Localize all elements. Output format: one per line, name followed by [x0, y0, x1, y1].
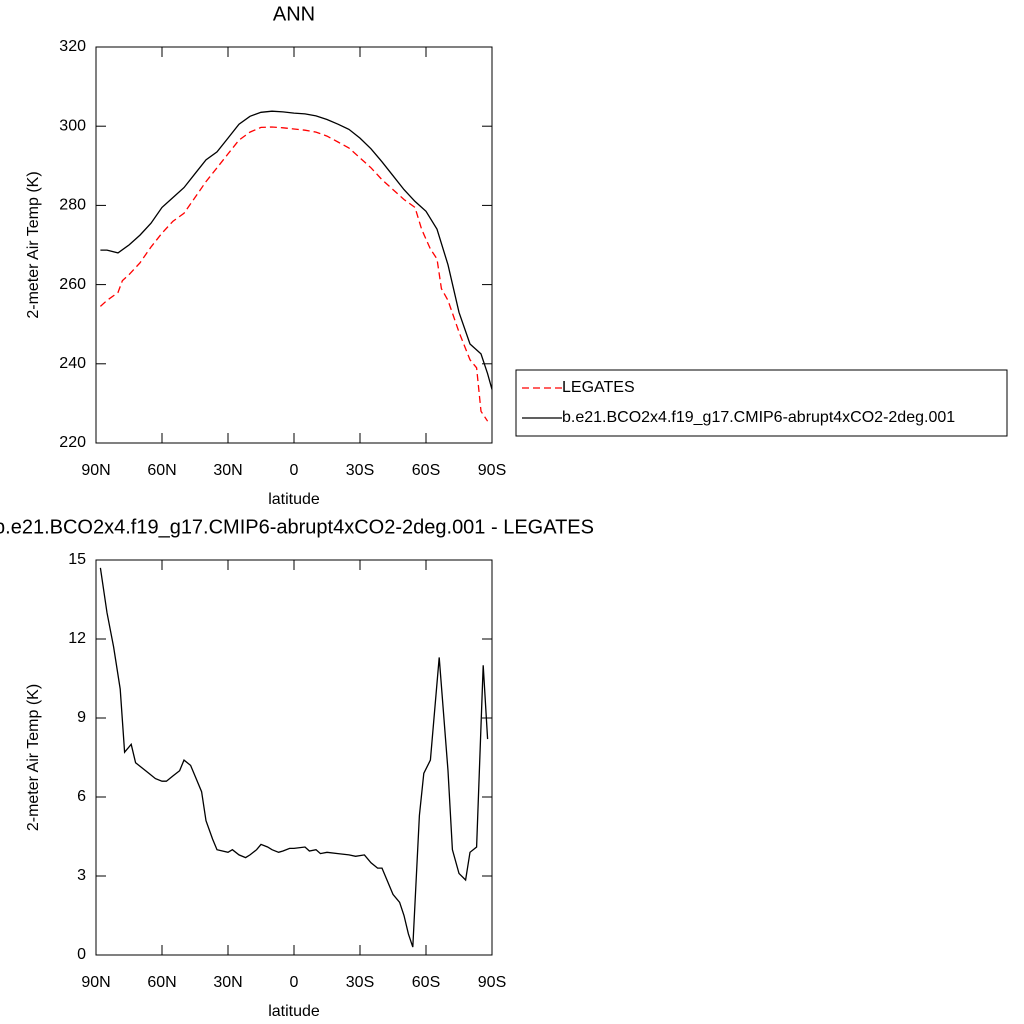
x-tick-label: 90N	[81, 462, 110, 479]
chart-title: b.e21.BCO2x4.f19_g17.CMIP6-abrupt4xCO2-2…	[0, 516, 594, 538]
x-tick-label: 60N	[147, 974, 176, 991]
x-tick-label: 30N	[213, 974, 242, 991]
chart-title: ANN	[273, 3, 315, 25]
y-axis-label: 2-meter Air Temp (K)	[25, 171, 42, 318]
y-tick-label: 9	[77, 709, 86, 726]
x-axis-label: latitude	[268, 1003, 320, 1020]
x-tick-label: 60S	[412, 462, 440, 479]
x-tick-label: 90S	[478, 974, 506, 991]
x-tick-label: 90S	[478, 462, 506, 479]
x-tick-label: 30S	[346, 974, 374, 991]
legend-label: b.e21.BCO2x4.f19_g17.CMIP6-abrupt4xCO2-2…	[562, 409, 955, 426]
x-tick-label: 0	[290, 462, 299, 479]
plot-frame	[95, 46, 493, 444]
plot-frame	[95, 559, 493, 956]
legend-label: LEGATES	[562, 379, 635, 396]
y-tick-label: 15	[68, 551, 86, 568]
legend-box	[515, 369, 1008, 437]
y-tick-label: 6	[77, 788, 86, 805]
y-tick-label: 280	[59, 197, 86, 214]
y-tick-label: 12	[68, 630, 86, 647]
y-tick-label: 240	[59, 355, 86, 372]
x-tick-label: 0	[290, 974, 299, 991]
x-tick-label: 60S	[412, 974, 440, 991]
x-tick-label: 90N	[81, 974, 110, 991]
y-tick-label: 3	[77, 867, 86, 884]
line-series	[99, 126, 489, 422]
y-tick-label: 220	[59, 434, 86, 451]
y-tick-label: 0	[77, 946, 86, 963]
line-series	[99, 567, 489, 948]
line-series	[100, 110, 493, 390]
x-tick-label: 30N	[213, 462, 242, 479]
y-axis-label: 2-meter Air Temp (K)	[25, 684, 42, 831]
x-tick-label: 60N	[147, 462, 176, 479]
y-tick-label: 260	[59, 276, 86, 293]
x-tick-label: 30S	[346, 462, 374, 479]
x-axis-label: latitude	[268, 491, 320, 508]
y-tick-label: 300	[59, 117, 86, 134]
y-tick-label: 320	[59, 38, 86, 55]
